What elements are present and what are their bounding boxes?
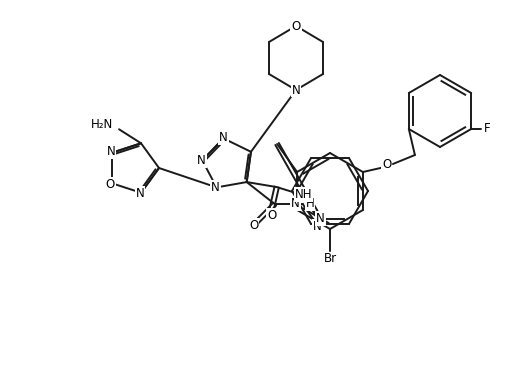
Text: N: N [211, 181, 220, 194]
Text: O: O [267, 208, 276, 222]
Text: N: N [292, 83, 300, 96]
Text: N: N [136, 187, 145, 200]
Text: F: F [484, 122, 491, 135]
Text: N: N [197, 154, 206, 167]
Text: N: N [291, 196, 300, 210]
Text: H₂N: H₂N [91, 118, 113, 131]
Text: O: O [382, 159, 392, 171]
Text: H: H [306, 196, 314, 210]
Text: O: O [249, 218, 258, 232]
Text: NH: NH [295, 188, 312, 201]
Text: Br: Br [323, 252, 337, 266]
Text: N: N [316, 212, 325, 225]
Text: N: N [313, 220, 322, 232]
Text: N: N [219, 131, 228, 144]
Text: O: O [105, 178, 114, 191]
Text: O: O [291, 20, 300, 32]
Text: N: N [107, 145, 116, 158]
